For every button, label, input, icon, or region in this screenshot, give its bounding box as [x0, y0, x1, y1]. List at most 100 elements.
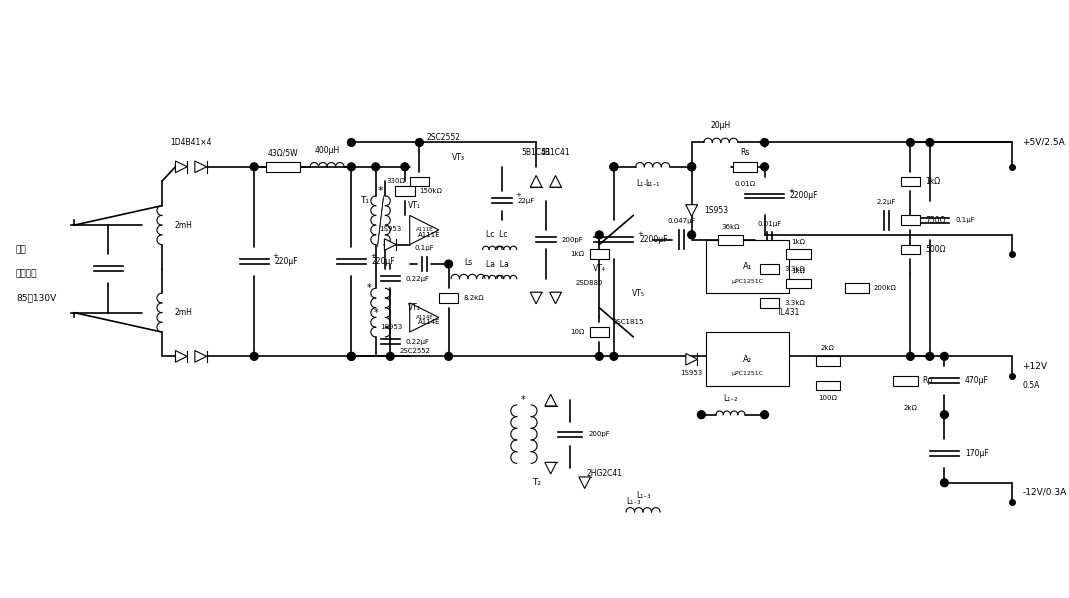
Text: VT₅: VT₅ — [632, 289, 645, 298]
Text: +: + — [273, 253, 279, 259]
Text: 2mH: 2mH — [174, 308, 192, 317]
Text: A114E: A114E — [418, 319, 440, 325]
Text: 1S953: 1S953 — [704, 206, 728, 215]
Circle shape — [595, 231, 603, 239]
Text: 400μH: 400μH — [314, 146, 340, 155]
Text: +: + — [370, 253, 375, 259]
Polygon shape — [385, 239, 397, 251]
Text: 2SD880: 2SD880 — [576, 280, 603, 286]
Bar — [590, 327, 609, 337]
Text: +: + — [637, 231, 644, 237]
Polygon shape — [686, 353, 697, 365]
Bar — [760, 298, 779, 308]
Circle shape — [941, 352, 948, 360]
Text: μPC1251C: μPC1251C — [731, 279, 763, 284]
Polygon shape — [175, 350, 187, 362]
Circle shape — [907, 139, 914, 147]
Text: 470μF: 470μF — [965, 376, 989, 385]
Circle shape — [347, 352, 355, 360]
Polygon shape — [409, 303, 439, 332]
Text: VT₁: VT₁ — [408, 201, 421, 210]
Text: 750Ω: 750Ω — [925, 216, 945, 225]
Text: 1kΩ: 1kΩ — [791, 239, 806, 245]
Text: 0.01μF: 0.01μF — [757, 221, 781, 227]
Circle shape — [687, 163, 696, 170]
Polygon shape — [530, 176, 542, 187]
Text: 85～130V: 85～130V — [16, 294, 57, 303]
Bar — [816, 356, 840, 366]
Bar — [396, 186, 415, 196]
Bar — [760, 264, 779, 274]
Text: T₁: T₁ — [360, 196, 369, 205]
Text: L₁₋₁: L₁₋₁ — [646, 179, 660, 188]
Text: 200kΩ: 200kΩ — [874, 285, 897, 291]
Text: 500Ω: 500Ω — [925, 245, 945, 254]
Text: 330Ω: 330Ω — [386, 178, 405, 184]
Polygon shape — [175, 161, 187, 173]
Circle shape — [941, 411, 948, 419]
Circle shape — [445, 352, 452, 360]
Circle shape — [610, 163, 618, 170]
Polygon shape — [545, 394, 557, 406]
Text: Ls: Ls — [464, 258, 472, 267]
Text: TL431: TL431 — [777, 308, 801, 317]
Circle shape — [347, 163, 355, 170]
Circle shape — [595, 352, 603, 360]
Bar — [590, 249, 609, 259]
Text: 2SC2552: 2SC2552 — [427, 133, 461, 142]
Text: Rp: Rp — [923, 376, 933, 385]
Polygon shape — [545, 462, 557, 474]
Circle shape — [250, 352, 258, 360]
Circle shape — [926, 139, 933, 147]
Text: 1S953: 1S953 — [381, 324, 403, 330]
Text: 1S953: 1S953 — [379, 226, 401, 232]
Text: 2200μF: 2200μF — [639, 235, 668, 244]
Text: 2SC1815: 2SC1815 — [613, 319, 645, 325]
Text: +: + — [788, 188, 794, 194]
Circle shape — [761, 163, 769, 170]
Text: 170μF: 170μF — [965, 449, 989, 458]
Bar — [816, 381, 840, 390]
Text: 输入: 输入 — [16, 245, 27, 254]
Text: 0.047μF: 0.047μF — [668, 218, 696, 224]
Polygon shape — [409, 215, 439, 245]
Text: 2SC2552: 2SC2552 — [399, 349, 430, 355]
Text: 5B1C41: 5B1C41 — [541, 148, 571, 157]
Text: 1S953: 1S953 — [681, 370, 702, 376]
Circle shape — [761, 411, 769, 419]
Text: L₁₋₁: L₁₋₁ — [636, 179, 650, 188]
Text: *: * — [373, 307, 378, 318]
Text: 100Ω: 100Ω — [818, 395, 837, 401]
Circle shape — [401, 163, 408, 170]
Text: VT₂: VT₂ — [408, 303, 421, 312]
Text: Lc  Lc: Lc Lc — [486, 230, 508, 239]
Circle shape — [687, 231, 696, 239]
Text: 0.22μF: 0.22μF — [406, 339, 430, 345]
Text: 2HG2C41: 2HG2C41 — [586, 468, 622, 478]
Text: 0.1μF: 0.1μF — [415, 245, 434, 251]
Text: 36kΩ: 36kΩ — [722, 224, 740, 230]
Circle shape — [610, 163, 618, 170]
Text: 2kΩ: 2kΩ — [821, 346, 835, 352]
Text: 10Ω: 10Ω — [571, 329, 585, 335]
Bar — [787, 249, 810, 259]
Circle shape — [907, 352, 914, 360]
Bar — [901, 245, 920, 254]
Text: VT₃: VT₃ — [452, 152, 465, 161]
Text: 交流电压: 交流电压 — [16, 269, 37, 278]
Text: L₁₋₃: L₁₋₃ — [636, 491, 650, 500]
Circle shape — [372, 163, 379, 170]
Text: Rs: Rs — [741, 148, 749, 157]
Text: 1kΩ: 1kΩ — [571, 251, 585, 257]
Text: A₂: A₂ — [743, 355, 752, 364]
Text: VT₄: VT₄ — [593, 264, 606, 273]
Polygon shape — [579, 477, 590, 489]
Text: 1D4B41×4: 1D4B41×4 — [170, 138, 212, 147]
Bar — [787, 279, 810, 288]
Circle shape — [926, 352, 933, 360]
Polygon shape — [195, 161, 206, 173]
Text: 0.22μF: 0.22μF — [406, 276, 430, 282]
Text: 2.2μF: 2.2μF — [877, 199, 896, 205]
Bar — [894, 376, 917, 386]
Circle shape — [697, 411, 706, 419]
